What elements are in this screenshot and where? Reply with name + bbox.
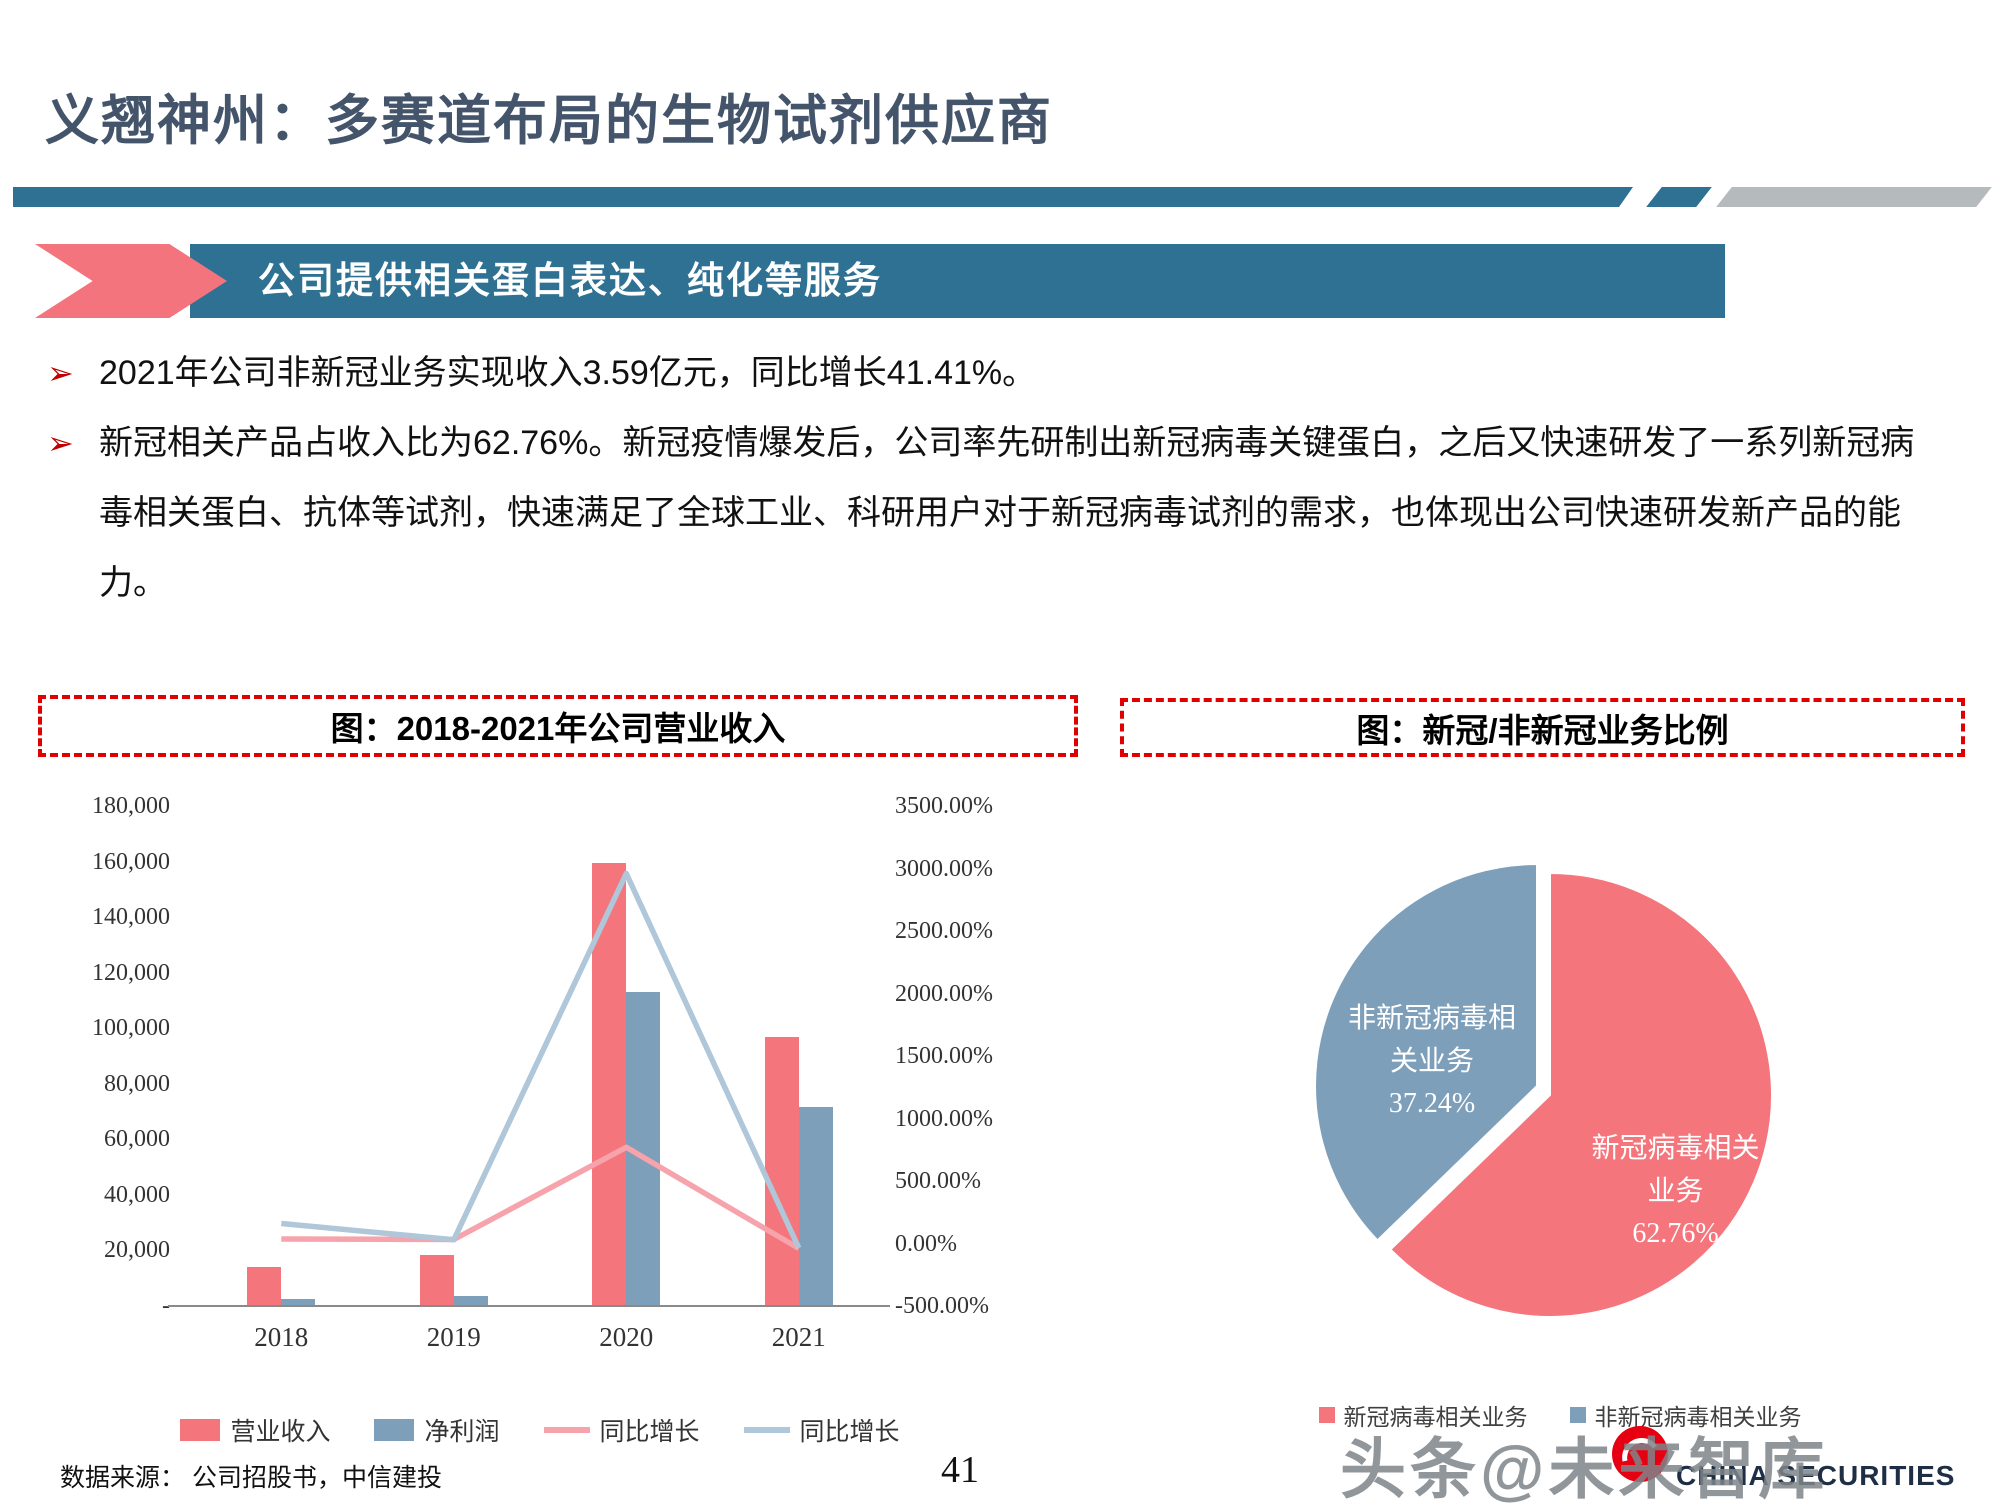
right-axis-tick: 500.00% [895,1168,981,1194]
revenue-chart-title: 图：2018-2021年公司营业收入 [330,710,786,747]
revenue-legend: 营业收入 净利润 同比增长 同比增长 [170,1412,910,1448]
revenue-chart-title-box: 图：2018-2021年公司营业收入 [38,695,1078,757]
pie-label-noncovid: 非新冠病毒相 关业务 37.24% [1328,996,1536,1125]
left-axis-tick: 60,000 [104,1126,170,1153]
bar-净利润-2021 [798,1107,833,1306]
revenue-x-labels: 2018 2019 2020 2021 [195,1322,885,1356]
bar-净利润-2019 [453,1296,488,1306]
watermark-text: 头条@未来智库 [1340,1432,1829,1506]
china-securities-label: CHINA SECURITIES [1676,1460,1956,1491]
revenue-plot [195,806,885,1306]
right-axis-tick: 1000.00% [895,1105,993,1132]
right-axis-tick: -500.00% [895,1293,989,1319]
left-axis-tick: 140,000 [92,904,170,931]
legend-bar-swatch [374,1419,415,1441]
legend-item: 营业收入 [180,1412,330,1448]
x-axis-label-2019: 2019 [426,1322,481,1352]
left-axis-tick: 40,000 [104,1181,170,1208]
section-banner-label: 公司提供相关蛋白表达、纯化等服务 [258,260,882,301]
pie-label-line: 业务 [1647,1175,1704,1206]
bullet-text: 新冠相关产品占收入比为62.76%。新冠疫情爆发后，公司率先研制出新冠病毒关键蛋… [99,424,1915,602]
title-divider-bar [13,187,1633,207]
pie-legend-label: 新冠病毒相关业务 [1343,1404,1528,1430]
pie-legend-item: 新冠病毒相关业务 [1318,1398,1528,1432]
bullet-arrow-icon: ➢ [47,355,74,391]
legend-item: 净利润 [374,1412,500,1448]
pie-svg [1314,862,1773,1318]
left-axis-tick: 20,000 [104,1237,170,1264]
revenue-lines [281,870,802,1251]
x-axis-label-2018: 2018 [254,1322,309,1352]
data-source: 数据来源： 公司招股书，中信建投 [60,1464,442,1492]
bullet-item: ➢ 2021年公司非新冠业务实现收入3.59亿元，同比增长41.41%。 [45,338,1935,408]
pie-label-line: 新冠病毒相关 [1591,1132,1760,1163]
bar-营业收入-2021 [764,1037,799,1306]
legend-item: 同比增长 [743,1412,900,1448]
pie-label-line: 非新冠病毒相 [1347,1002,1516,1033]
right-axis-tick: 1500.00% [895,1043,993,1069]
pie-legend-swatch [1569,1407,1586,1423]
pie-legend: 新冠病毒相关业务 非新冠病毒相关业务 [1270,1398,1850,1432]
bar-营业收入-2018 [247,1267,282,1306]
pie-label-value: 37.24% [1388,1088,1476,1119]
pie-label-line: 关业务 [1389,1045,1474,1076]
legend-label: 同比增长 [799,1418,900,1446]
right-axis-tick: 3500.00% [895,793,993,819]
bullet-arrow-icon: ➢ [47,425,74,461]
revenue-left-axis: 180,000 160,000 140,000 120,000 100,000 80,00… [86,793,170,1319]
page-title: 义翘神州：多赛道布局的生物试剂供应商 [45,91,1053,151]
left-axis-tick: 80,000 [104,1070,170,1097]
pie-slice-新冠病毒相关业务 [1389,871,1773,1318]
pie-slice-非新冠病毒相关业务 [1314,862,1538,1242]
title-divider-accent-blue [1646,187,1712,207]
title-divider-accent-gray [1716,187,1992,207]
x-axis-label-2021: 2021 [771,1322,826,1352]
legend-label: 同比增长 [599,1418,700,1446]
left-axis-tick: 100,000 [92,1015,170,1042]
pie-legend-swatch [1318,1407,1335,1423]
pie-legend-item: 非新冠病毒相关业务 [1569,1398,1802,1432]
pie-legend-label: 非新冠病毒相关业务 [1594,1404,1802,1430]
left-axis-tick: - [162,1293,170,1319]
bullet-item: ➢ 新冠相关产品占收入比为62.76%。新冠疫情爆发后，公司率先研制出新冠病毒关… [45,408,1935,618]
pie-chart-title-box: 图：新冠/非新冠业务比例 [1120,698,1965,757]
right-axis-tick: 3000.00% [895,855,993,882]
legend-item: 同比增长 [543,1412,700,1448]
left-axis-tick: 160,000 [92,848,170,875]
legend-label: 营业收入 [230,1418,331,1446]
left-axis-tick: 120,000 [92,959,170,986]
left-axis-tick: 180,000 [92,793,170,819]
right-axis-tick: 2000.00% [895,980,993,1007]
legend-line-swatch [743,1427,790,1433]
china-securities-logo-icon [1612,1426,1668,1482]
bullet-text: 2021年公司非新冠业务实现收入3.59亿元，同比增长41.41%。 [99,354,1037,392]
growth-line-0 [281,1144,801,1251]
pie-chart-title: 图：新冠/非新冠业务比例 [1356,711,1729,749]
pie-label-covid: 新冠病毒相关 业务 62.76% [1568,1126,1783,1255]
x-axis-label-2020: 2020 [599,1322,654,1352]
bar-净利润-2018 [281,1298,316,1306]
revenue-right-axis: 3500.00% 3000.00% 2500.00% 2000.00% 1500.00%… [895,793,1040,1319]
legend-bar-swatch [180,1419,221,1441]
page-number: 41 [941,1449,979,1491]
growth-line-1 [281,870,802,1250]
legend-line-swatch [543,1427,590,1433]
x-axis-line [168,1305,890,1307]
pie-label-value: 62.76% [1632,1218,1719,1249]
section-banner [190,244,1725,318]
legend-label: 净利润 [424,1418,500,1446]
right-axis-tick: 2500.00% [895,918,993,944]
right-axis-tick: 0.00% [895,1230,957,1257]
bar-营业收入-2019 [419,1254,454,1306]
